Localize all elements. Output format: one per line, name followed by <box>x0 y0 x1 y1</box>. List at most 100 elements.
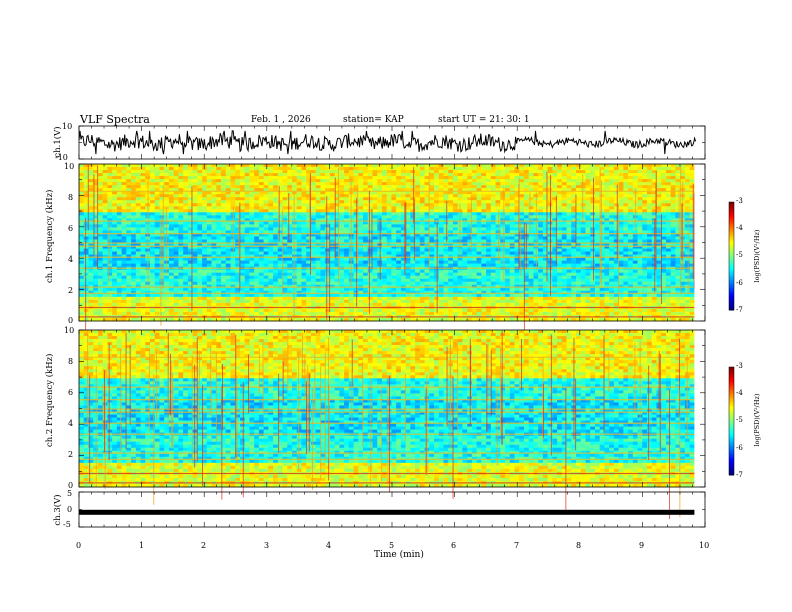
spectrogram-cell <box>230 173 236 177</box>
spectrogram-cell <box>566 233 572 237</box>
spectrogram-cell <box>452 263 459 268</box>
spectrogram-cell <box>310 176 317 180</box>
ch3-ytick: 5 <box>67 489 73 498</box>
spectrogram-cell <box>225 203 231 207</box>
spectrogram-cell <box>410 272 416 277</box>
spectrogram-cell <box>159 170 165 174</box>
spectrogram-cell <box>684 194 691 198</box>
spectrogram-cell <box>396 239 402 243</box>
spectrogram-cell <box>79 263 85 268</box>
spectrogram-cell <box>381 197 388 201</box>
spectrogram-cell <box>183 224 189 228</box>
spectrogram-cell <box>689 200 695 204</box>
spectrogram-cell <box>268 257 274 262</box>
spectrogram-cell <box>325 245 331 249</box>
spectrogram-cell <box>282 227 288 231</box>
spectrogram-cell <box>197 194 203 198</box>
spectrogram-cell <box>561 221 567 225</box>
spectrogram-cell <box>613 242 620 246</box>
spectrogram-cell <box>353 194 359 198</box>
x-tick-label: 1 <box>139 541 145 550</box>
spectrogram-cell <box>235 185 241 189</box>
spectrogram-cell <box>443 236 449 240</box>
spectrogram-cell <box>235 179 241 183</box>
spectrogram-cell <box>93 239 99 243</box>
spectrogram-cell <box>471 164 478 168</box>
spectrogram-cell <box>273 164 279 168</box>
spectrogram-cell <box>386 269 392 274</box>
spectrogram-cell <box>452 182 459 186</box>
spectrogram-cell <box>187 242 193 246</box>
spectrogram-cell <box>613 221 620 225</box>
spectrogram-cell <box>400 260 407 265</box>
spectrogram-cell <box>268 245 274 249</box>
spectrogram-cell <box>192 221 198 225</box>
spectrogram-cell <box>140 272 146 277</box>
spectrogram-cell <box>88 236 94 240</box>
spectrogram-cell <box>594 239 601 243</box>
spectrogram-cell <box>287 167 293 171</box>
spectrogram-cell <box>642 251 648 255</box>
spectrogram-cell <box>334 230 340 234</box>
spectrogram-cell <box>178 242 184 246</box>
spectrogram-cell <box>689 188 695 192</box>
spectrogram-cell <box>429 185 435 189</box>
spectrogram-cell <box>154 248 160 252</box>
spectrogram-cell <box>594 242 601 246</box>
spectrogram-cell <box>566 209 572 213</box>
spectrogram-cell <box>320 179 326 183</box>
spectrogram-cell <box>495 254 501 258</box>
spectrogram-cell <box>358 239 364 243</box>
spectrogram-cell <box>609 197 615 201</box>
spectrogram-cell <box>334 170 340 174</box>
spectrogram-cell <box>154 272 160 277</box>
spectrogram-cell <box>486 185 492 189</box>
spectrogram-cell <box>263 239 269 243</box>
spectrogram-cell <box>609 215 615 219</box>
spectrogram-cell <box>509 242 515 246</box>
spectrogram-cell <box>438 203 444 207</box>
spectrogram-cell <box>604 182 610 186</box>
spectrogram-cell <box>211 182 217 186</box>
spectrogram-cell <box>150 170 156 174</box>
spectrogram-cell <box>533 179 539 183</box>
spectrogram-cell <box>329 245 336 249</box>
spectrogram-cell <box>443 170 449 174</box>
spectrogram-cell <box>339 188 345 192</box>
spectrogram-cell <box>325 251 331 255</box>
spectrogram-cell <box>561 170 567 174</box>
spectrogram-cell <box>183 269 189 274</box>
spectrogram-cell <box>528 236 534 240</box>
spectrogram-cell <box>448 206 454 210</box>
spectrogram-cell <box>93 230 99 234</box>
spectrogram-cell <box>566 191 572 195</box>
spectrogram-cell <box>623 272 629 277</box>
spectrogram-cell <box>566 173 572 177</box>
spectrogram-cell <box>320 272 326 277</box>
spectrogram-cell <box>282 251 288 255</box>
spectrogram-cell <box>618 221 624 225</box>
spectrogram-cell <box>514 182 520 186</box>
spectrogram-cell <box>287 215 293 219</box>
spectrogram-cell <box>206 272 212 277</box>
spectrogram-cell <box>656 263 662 268</box>
spectrogram-cell <box>675 245 681 249</box>
spectrogram-cell <box>490 194 496 198</box>
spectrogram-cell <box>509 263 515 268</box>
spectrogram-cell <box>689 242 695 246</box>
spectrogram-cell <box>126 224 132 228</box>
spectrogram-cell <box>197 185 203 189</box>
spectrogram-cell <box>102 167 108 171</box>
spectrogram-cell <box>471 224 478 228</box>
spectrogram-cell <box>462 200 468 204</box>
spectrogram-cell <box>519 227 525 231</box>
spectrogram-cell <box>486 272 492 277</box>
spectrogram-cell <box>178 197 184 201</box>
spectrogram-cell <box>334 248 340 252</box>
spectrogram-cell <box>150 197 156 201</box>
spectrogram-cell <box>277 185 283 189</box>
spectrogram-cell <box>102 209 108 213</box>
spectrogram-cell <box>443 233 449 237</box>
spectrogram-cell <box>249 254 255 258</box>
spectrogram-cell <box>178 206 184 210</box>
